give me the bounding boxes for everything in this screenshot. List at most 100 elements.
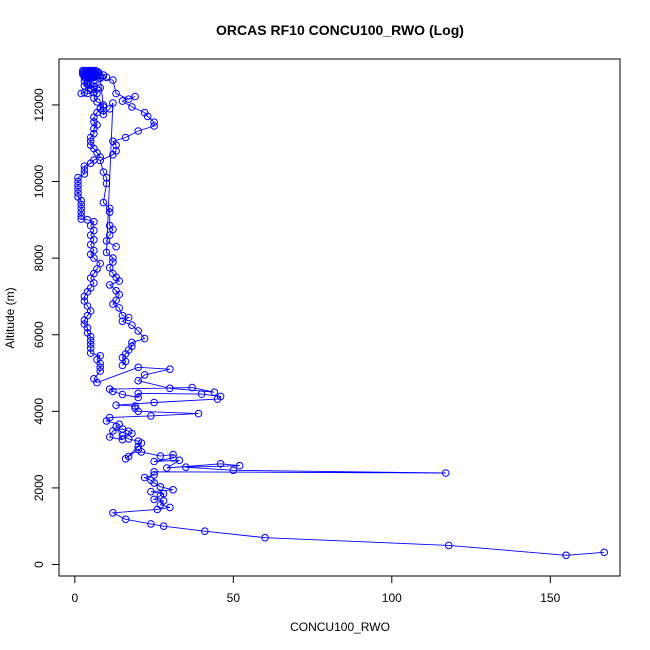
data-point bbox=[182, 463, 190, 472]
data-point bbox=[134, 127, 142, 135]
data-point bbox=[83, 78, 92, 86]
data-point bbox=[74, 177, 82, 186]
data-point bbox=[80, 297, 89, 305]
data-point bbox=[140, 473, 149, 482]
data-point bbox=[169, 454, 177, 462]
data-point bbox=[102, 73, 111, 82]
data-point bbox=[562, 551, 570, 560]
data-point bbox=[118, 435, 127, 444]
data-point bbox=[131, 92, 139, 101]
data-point bbox=[80, 162, 89, 170]
data-point bbox=[159, 522, 168, 531]
data-point bbox=[128, 338, 136, 347]
data-point bbox=[131, 402, 139, 410]
x-tick-label: 0 bbox=[72, 591, 79, 605]
data-point bbox=[166, 503, 174, 512]
data-point bbox=[80, 320, 89, 328]
data-point bbox=[96, 83, 104, 92]
data-point bbox=[134, 437, 142, 446]
y-axis-label: Altitude (m) bbox=[3, 287, 17, 348]
data-point bbox=[105, 385, 114, 393]
data-point bbox=[115, 304, 123, 312]
data-point bbox=[134, 389, 142, 398]
data-point bbox=[121, 455, 130, 463]
x-tick-label: 50 bbox=[227, 591, 241, 605]
data-point bbox=[86, 141, 95, 149]
data-point bbox=[163, 464, 171, 472]
data-point bbox=[140, 108, 149, 117]
data-point bbox=[445, 541, 453, 550]
data-point bbox=[140, 371, 149, 379]
data-point bbox=[115, 420, 123, 429]
data-point bbox=[150, 118, 158, 126]
data-point bbox=[188, 383, 196, 392]
chart-title: ORCAS RF10 CONCU100_RWO (Log) bbox=[216, 22, 464, 38]
data-point bbox=[112, 401, 120, 410]
data-point bbox=[134, 327, 142, 335]
data-point bbox=[115, 277, 123, 285]
data-point bbox=[86, 69, 94, 78]
data-point bbox=[261, 533, 269, 542]
data-point bbox=[115, 290, 123, 299]
data-point bbox=[74, 181, 82, 190]
data-point bbox=[105, 204, 114, 213]
x-axis-label: CONCU100_RWO bbox=[290, 620, 390, 634]
data-point bbox=[131, 404, 139, 413]
data-point bbox=[150, 468, 158, 476]
data-point bbox=[105, 433, 114, 441]
data-point bbox=[134, 393, 142, 402]
data-point bbox=[74, 185, 82, 193]
data-point bbox=[105, 105, 114, 113]
data-point bbox=[109, 300, 117, 308]
data-point bbox=[109, 509, 117, 517]
y-tick-label: 12000 bbox=[32, 88, 46, 122]
data-point bbox=[109, 76, 117, 84]
data-point bbox=[86, 336, 95, 345]
data-point bbox=[90, 246, 98, 255]
y-tick-label: 8000 bbox=[32, 244, 46, 271]
data-point bbox=[128, 321, 136, 330]
data-point bbox=[109, 258, 117, 266]
data-point bbox=[102, 237, 111, 245]
y-axis: 0 2000 4000 6000 8000 10000 12000 bbox=[32, 88, 60, 568]
data-point bbox=[105, 221, 114, 230]
data-point bbox=[210, 388, 219, 397]
data-point bbox=[83, 329, 92, 337]
data-point bbox=[99, 168, 108, 176]
data-point bbox=[150, 471, 158, 479]
data-point bbox=[109, 137, 117, 146]
data-point bbox=[121, 133, 130, 142]
data-point bbox=[96, 367, 104, 375]
data-point bbox=[93, 67, 101, 76]
data-point bbox=[216, 392, 225, 401]
series-line bbox=[99, 77, 155, 366]
data-point bbox=[147, 487, 155, 496]
data-point bbox=[80, 166, 89, 174]
data-point bbox=[105, 281, 114, 289]
plot-frame bbox=[58, 58, 621, 577]
data-point bbox=[150, 122, 158, 130]
data-point bbox=[99, 198, 108, 207]
data-point bbox=[93, 265, 101, 273]
data-point bbox=[600, 548, 609, 557]
data-point bbox=[156, 452, 165, 460]
data-point bbox=[86, 349, 95, 357]
data-point bbox=[102, 248, 111, 257]
data-point bbox=[166, 384, 174, 393]
data-point bbox=[150, 457, 158, 466]
data-point bbox=[166, 365, 174, 374]
data-point bbox=[90, 69, 99, 78]
data-point bbox=[90, 129, 98, 138]
x-tick-label: 100 bbox=[382, 591, 402, 605]
data-point bbox=[74, 173, 82, 182]
data-point bbox=[77, 204, 85, 213]
data-point bbox=[134, 376, 142, 385]
data-point bbox=[86, 340, 95, 349]
data-point bbox=[150, 398, 158, 407]
data-point bbox=[90, 118, 98, 126]
data-point bbox=[112, 147, 120, 155]
data-point bbox=[159, 489, 168, 498]
data-point bbox=[134, 445, 142, 454]
data-point bbox=[77, 200, 85, 209]
